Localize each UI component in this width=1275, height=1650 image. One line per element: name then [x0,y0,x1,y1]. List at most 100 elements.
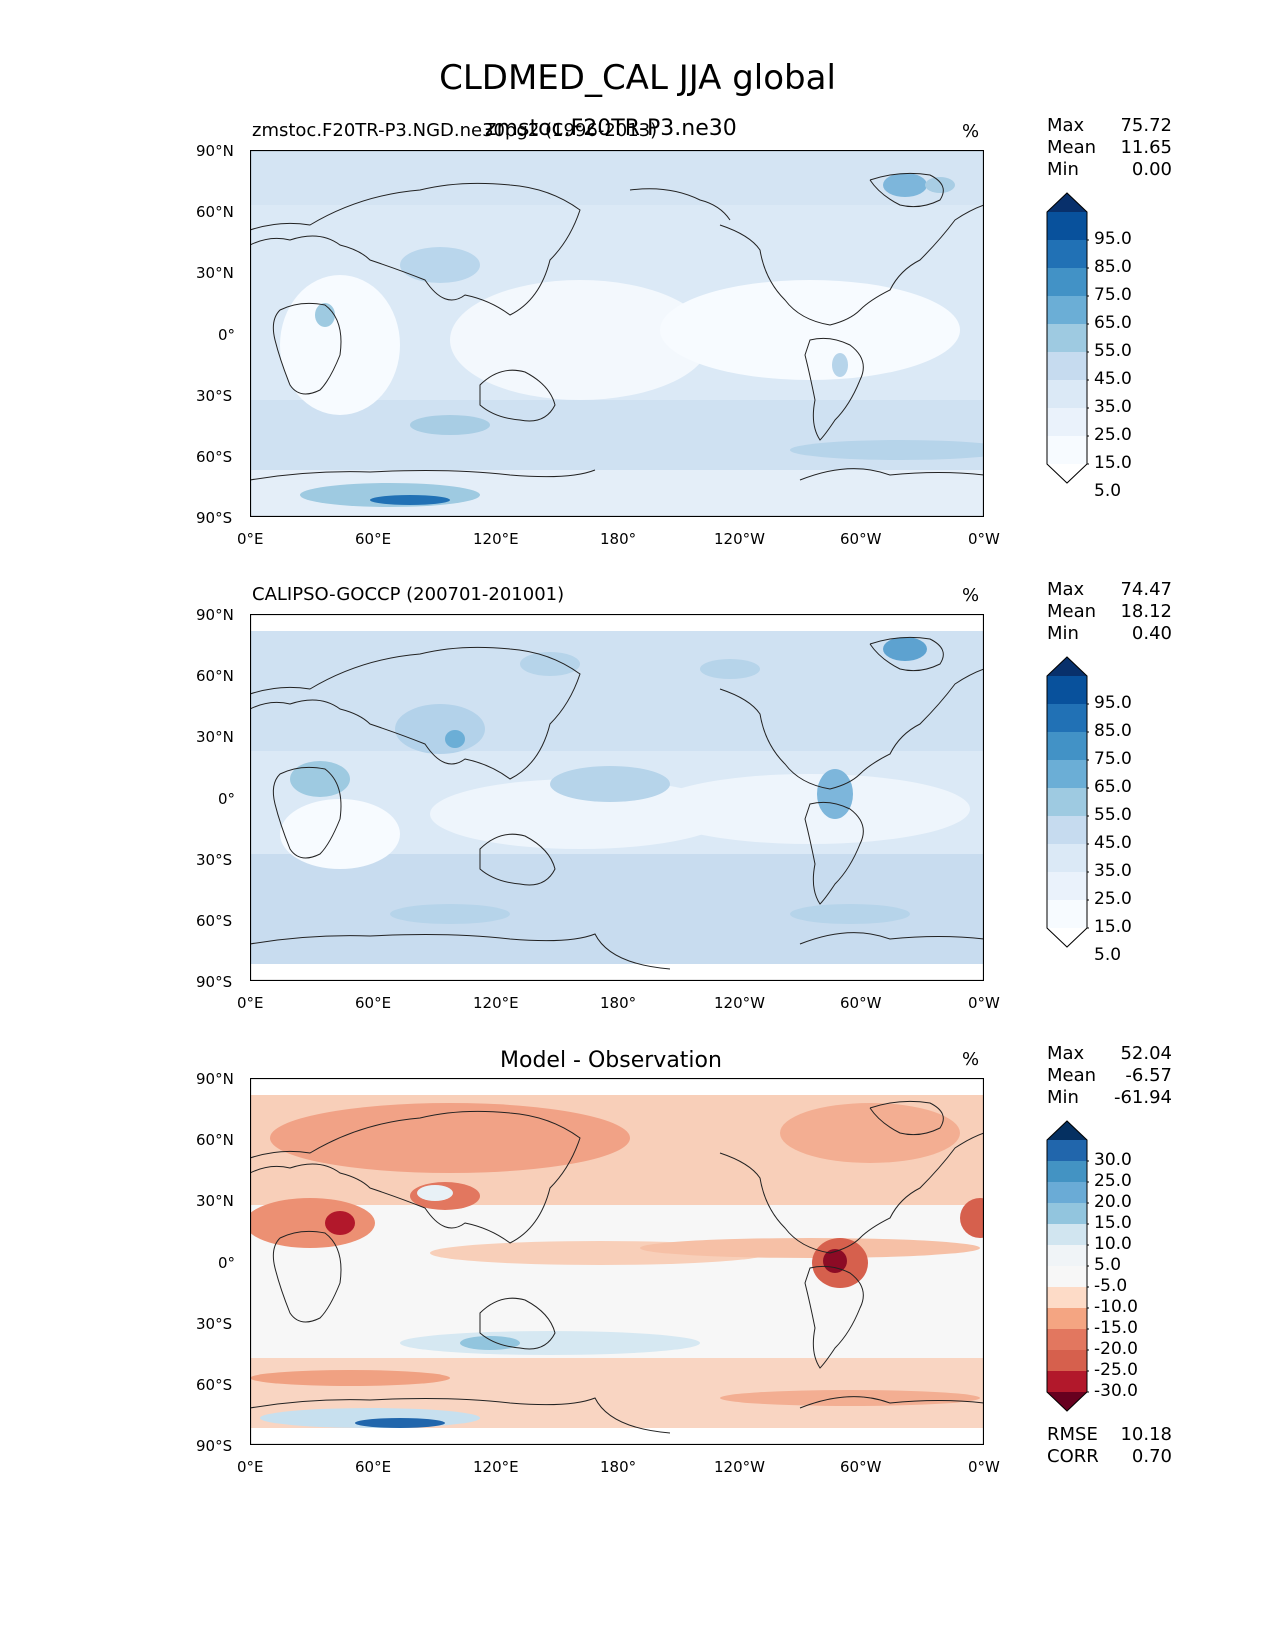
colorbar-segment [1047,436,1087,465]
panel-left-title: CALIPSO-GOCCP (200701-201001) [252,584,565,605]
colorbar-level-label: 30.0 [1094,1150,1132,1170]
colorbar-level-label: 75.0 [1094,749,1132,769]
lon-tick: 0°E [237,530,264,548]
colorbar-level-label: 45.0 [1094,833,1132,853]
colorbar-level-label: 65.0 [1094,777,1132,797]
stat-value: 11.65 [1120,137,1172,158]
lon-tick: 0°E [237,1458,264,1476]
lon-tick: 180° [600,994,637,1012]
lon-tick: 120°W [714,1458,765,1476]
colorbar-segment [1047,1371,1087,1393]
lon-tick: 0°W [968,994,1000,1012]
stat-label: Min [1047,623,1079,644]
lat-tick: 30°N [196,264,234,282]
colorbar-extend-top [1047,657,1087,676]
stat-value: 52.04 [1120,1043,1172,1064]
colorbar-level-label: 15.0 [1094,1213,1132,1233]
colorbar-segment [1047,1329,1087,1351]
stat-value: 0.40 [1131,623,1172,644]
colorbar-level-label: 55.0 [1094,805,1132,825]
colorbar-segment [1047,408,1087,437]
colorbar-segment [1047,676,1087,705]
colorbar-level-label: 25.0 [1094,1171,1132,1191]
lon-tick: 60°E [355,530,392,548]
stat-label: Mean [1047,1065,1097,1086]
lat-tick: 60°S [196,912,233,930]
stat-label: Max [1047,1043,1085,1064]
stat-label: Mean [1047,137,1097,158]
lat-tick: 0° [218,1254,236,1272]
lat-tick: 90°N [196,1070,234,1088]
lat-tick: 0° [218,326,236,344]
panel-center-title: Model - Observation [500,1048,722,1073]
colorbar-segment [1047,760,1087,789]
colorbar-level-label: 45.0 [1094,369,1132,389]
lon-tick: 120°W [714,994,765,1012]
map-plot [250,1078,984,1445]
lat-tick: 30°S [196,851,233,869]
lon-tick: 60°W [840,994,882,1012]
stat-label: Mean [1047,601,1097,622]
coastline-outline [250,172,984,481]
colorbar-segment [1047,324,1087,353]
rmse-value: 10.18 [1120,1424,1172,1445]
colorbar-segment [1047,1287,1087,1309]
lon-tick: 180° [600,1458,637,1476]
colorbar-level-label: 25.0 [1094,425,1132,445]
colorbar-segment [1047,1224,1087,1246]
panel-left-title: zmstoc.F20TR-P3.NGD.ne30pg2 (1996-2013) [252,120,658,141]
colorbar-extend-top [1047,1121,1087,1140]
corr-label: CORR [1047,1446,1099,1467]
stat-value: 74.47 [1120,579,1172,600]
lon-tick: 180° [600,530,637,548]
stat-label: Max [1047,579,1085,600]
colorbar-level-label: 85.0 [1094,721,1132,741]
lat-tick: 60°S [196,448,233,466]
colorbar-level-label: 15.0 [1094,453,1132,473]
colorbar-segment [1047,1203,1087,1225]
colorbar-segment [1047,844,1087,873]
lon-tick: 60°E [355,994,392,1012]
colorbar-segment [1047,732,1087,761]
colorbar-level-label: 65.0 [1094,313,1132,333]
colorbar-segment [1047,900,1087,929]
colorbar-level-label: 95.0 [1094,229,1132,249]
stat-value: -6.57 [1125,1065,1172,1086]
colorbar-segment [1047,1161,1087,1183]
colorbar-segment [1047,704,1087,733]
colorbar-extend-bottom [1047,928,1087,947]
lat-tick: 90°S [196,1437,233,1455]
stat-value: -61.94 [1113,1087,1172,1108]
stat-label: Min [1047,159,1079,180]
colorbar-level-label: 25.0 [1094,889,1132,909]
rmse-label: RMSE [1047,1424,1098,1445]
units-label: % [962,585,980,606]
lat-tick: 60°N [196,667,234,685]
lat-tick: 90°S [196,973,233,991]
lon-tick: 0°W [968,1458,1000,1476]
lon-tick: 120°E [473,994,519,1012]
colorbar-level-label: 5.0 [1094,1255,1122,1275]
colorbar-segment [1047,1350,1087,1372]
colorbar-level-label: 35.0 [1094,397,1132,417]
coastline-outline [250,1100,984,1434]
colorbar-segment [1047,268,1087,297]
colorbar [1046,192,1089,484]
lon-tick: 60°W [840,530,882,548]
stat-value: 0.00 [1131,159,1172,180]
colorbar-segment [1047,816,1087,845]
panel-center-title: zmstoc.F20TR-P3.ne30 [485,116,737,141]
colorbar [1046,656,1089,948]
colorbar-level-label: 15.0 [1094,917,1132,937]
colorbar-extend-bottom [1047,1392,1087,1411]
colorbar-level-label: 35.0 [1094,861,1132,881]
lat-tick: 30°N [196,1192,234,1210]
lat-tick: 90°N [196,606,234,624]
stat-value: 18.12 [1120,601,1172,622]
colorbar [1046,1120,1089,1412]
colorbar-level-label: -30.0 [1094,1381,1138,1401]
lat-tick: 60°N [196,203,234,221]
units-label: % [962,121,980,142]
lat-tick: 30°N [196,728,234,746]
colorbar-segment [1047,788,1087,817]
